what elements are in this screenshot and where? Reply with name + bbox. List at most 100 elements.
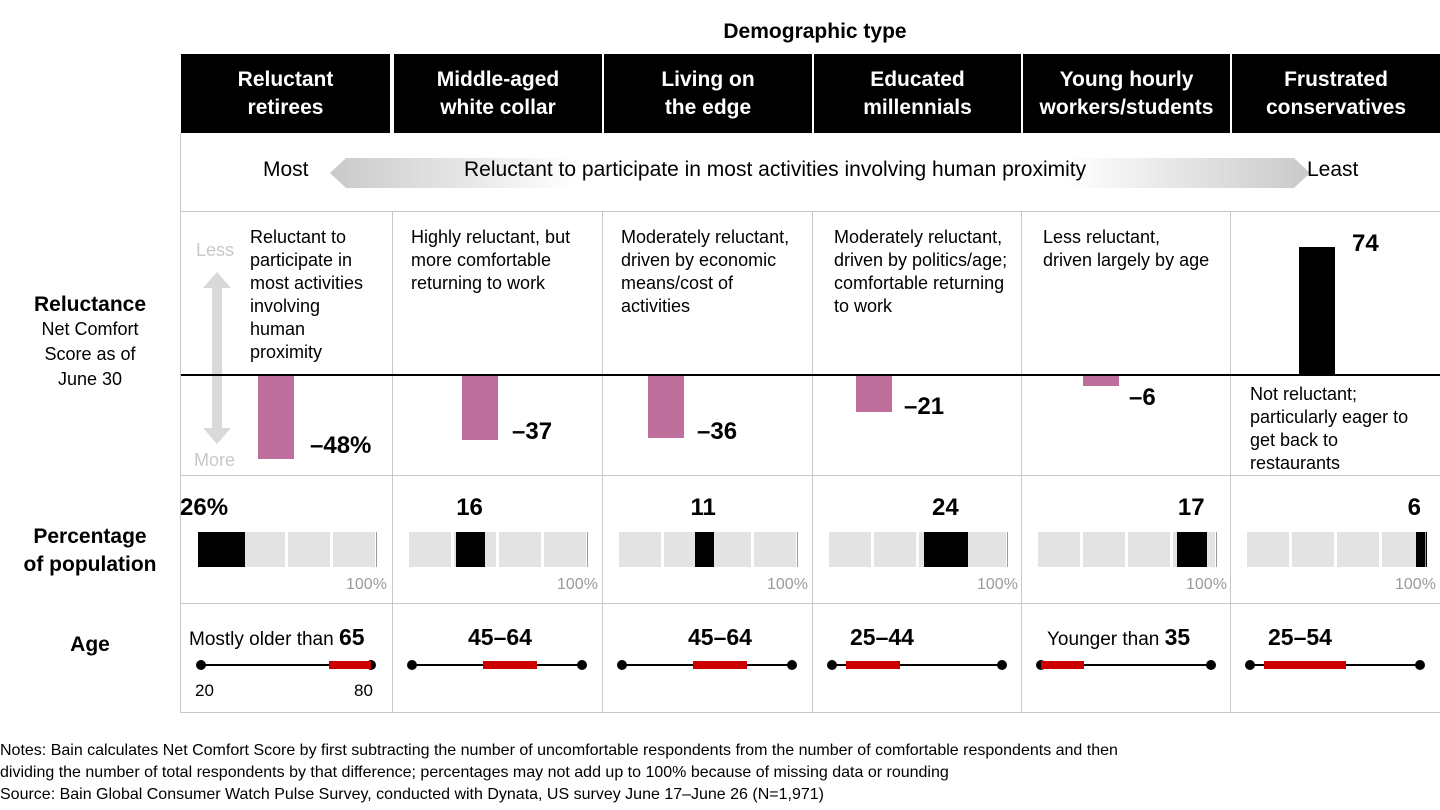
segment-description: Less reluctant, driven largely by age [1043, 227, 1210, 270]
percentage-bar [198, 532, 378, 567]
grid-row1 [181, 211, 1440, 212]
age-axis-endpoint [827, 660, 837, 670]
segment-header: Middle-aged white collar [394, 54, 602, 133]
age-value: 35 [1164, 624, 1191, 650]
score-label: –36 [697, 418, 738, 445]
segment-header: Educated millennials [814, 54, 1021, 133]
segment-name-line1: Young hourly [1059, 67, 1194, 91]
percentage-track-segment [243, 532, 285, 567]
segment-name-line2: the edge [664, 95, 752, 119]
score-bar [258, 376, 294, 459]
age-axis-max-label: 80 [354, 681, 373, 700]
age-axis-min-label: 20 [195, 681, 214, 700]
percentage-bar [409, 532, 589, 567]
segment-description: Moderately reluctant, driven by politics… [834, 227, 1008, 316]
percentage-fill [1176, 532, 1208, 567]
score-label: –48% [310, 432, 372, 459]
segment-name-line2: conservatives [1265, 95, 1407, 119]
age-range-bar [328, 661, 371, 669]
column-separator [1021, 603, 1022, 712]
reluctance-arrow [330, 158, 1310, 188]
percentage-track-segment [709, 532, 751, 567]
percentage-label: 11 [690, 494, 716, 521]
percentage-track-segment [409, 532, 451, 567]
reluctance-label: Reluctance Net Comfort Score as of June … [0, 293, 180, 392]
percentage-track-segment [499, 532, 541, 567]
segment-description: Not reluctant; particularly eager to get… [1250, 384, 1409, 473]
age-axis-endpoint [1206, 660, 1216, 670]
age-value: 25–54 [1268, 624, 1332, 650]
column-separator [392, 603, 393, 712]
column-separator [1230, 603, 1231, 712]
score-bar [462, 376, 498, 440]
column-separator [1021, 211, 1022, 375]
column-separator [812, 475, 813, 603]
percentage-bar [1247, 532, 1427, 567]
more-label: More [194, 450, 236, 470]
segment-header: Frustrated conservatives [1232, 54, 1440, 133]
age-text: 45–64 [688, 624, 752, 651]
grid-row3 [181, 603, 1440, 604]
percentage-fill [694, 532, 715, 567]
column-separator [812, 376, 813, 475]
population-label: Percentage of population [0, 523, 180, 579]
hundred-percent-label: 100% [1186, 576, 1227, 593]
age-axis-endpoint [196, 660, 206, 670]
segment-name-line1: Middle-aged [436, 67, 560, 91]
segment-name-line2: white collar [440, 95, 556, 119]
segment-name-line1: Living on [661, 67, 755, 91]
arrow-left-label: Most [263, 158, 309, 181]
age-text: 25–54 [1268, 624, 1332, 651]
arrow-center-label: Reluctant to participate in most activit… [464, 158, 1087, 181]
percentage-track-segment [1247, 532, 1289, 567]
reluctance-sub1: Net Comfort [41, 319, 139, 339]
percentage-label: 17 [1177, 494, 1205, 521]
age-axis-endpoint [1415, 660, 1425, 670]
arrow-right-label: Least [1307, 158, 1359, 181]
percentage-label: 16 [456, 494, 483, 521]
segment-description: Moderately reluctant, driven by economic… [621, 227, 790, 316]
column-separator [602, 211, 603, 375]
population-line2: of population [23, 553, 157, 576]
age-value: 65 [338, 624, 365, 650]
percentage-end-tick [376, 532, 377, 567]
age-text: Mostly older than 65 [189, 624, 365, 651]
column-separator [1230, 211, 1231, 375]
column-separator [602, 475, 603, 603]
age-axis-endpoint [366, 660, 376, 670]
age-axis-endpoint [787, 660, 797, 670]
reluctance-sub3: June 30 [57, 369, 123, 389]
score-bar [1083, 376, 1119, 387]
percentage-label: 24 [932, 494, 959, 521]
score-bar [1299, 247, 1335, 375]
percentage-bar [1038, 532, 1218, 567]
column-separator [602, 376, 603, 475]
percentage-track-segment [1038, 532, 1080, 567]
age-text: 45–64 [468, 624, 532, 651]
percentage-track-segment [1337, 532, 1379, 567]
percentage-track-segment [544, 532, 586, 567]
percentage-end-tick [1007, 532, 1008, 567]
column-separator [392, 211, 393, 375]
column-separator [602, 603, 603, 712]
segment-name-line2: workers/students [1039, 95, 1214, 119]
column-separator [812, 211, 813, 375]
segment-header: Reluctant retirees [181, 54, 390, 133]
segment-name-line1: Reluctant [237, 67, 334, 91]
score-label: –21 [904, 393, 945, 420]
zero-baseline [181, 374, 1440, 376]
segment-header: Living on the edge [604, 54, 812, 133]
notes-line1: Notes: Bain calculates Net Comfort Score… [0, 742, 1118, 759]
score-label: 74 [1352, 230, 1379, 257]
age-range-bar [692, 661, 747, 669]
chart-title: Demographic type [723, 20, 907, 43]
less-label: Less [196, 240, 235, 260]
grid-row2 [181, 475, 1440, 476]
percentage-fill [924, 532, 968, 567]
age-range-bar [846, 661, 900, 669]
age-value: 25–44 [850, 624, 914, 650]
percentage-track-segment [964, 532, 1006, 567]
hundred-percent-label: 100% [977, 576, 1018, 593]
age-value: 45–64 [688, 624, 752, 650]
percentage-track-segment [619, 532, 661, 567]
